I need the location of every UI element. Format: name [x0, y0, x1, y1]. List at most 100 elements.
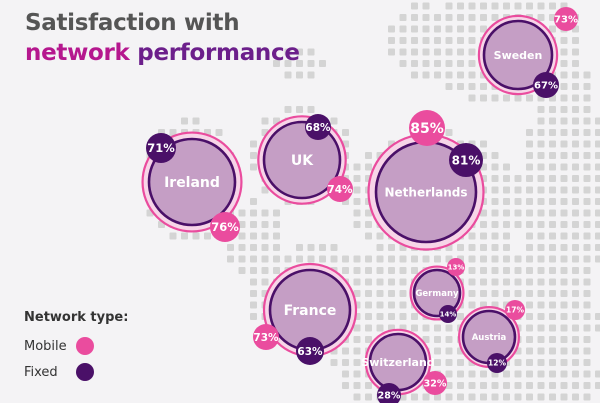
map-dot [399, 301, 407, 309]
map-dot [457, 60, 464, 67]
map-dot [572, 117, 579, 125]
map-dot [583, 186, 591, 194]
map-dot [595, 370, 600, 378]
map-dot [365, 393, 372, 401]
map-dot [595, 255, 600, 263]
map-dot [399, 14, 407, 21]
map-dot [560, 347, 568, 355]
map-dot [572, 48, 579, 56]
map-dot [526, 278, 533, 286]
map-dot [261, 186, 269, 194]
map-dot [537, 209, 545, 217]
map-dot [572, 278, 579, 286]
map-dot [169, 129, 177, 136]
map-dot [572, 60, 579, 67]
map-dot [468, 255, 476, 263]
map-dot [250, 232, 257, 240]
map-dot [399, 267, 407, 274]
map-dot [503, 278, 510, 286]
map-dot [330, 117, 338, 125]
map-dot [480, 267, 487, 274]
map-dot [537, 140, 545, 148]
map-dot [353, 267, 361, 274]
map-dot [537, 152, 545, 159]
map-dot [468, 382, 476, 389]
map-dot [583, 221, 591, 228]
map-dot [560, 232, 568, 240]
map-dot [560, 60, 568, 67]
map-dot [526, 393, 533, 401]
map-dot [319, 60, 326, 67]
map-dot [480, 278, 487, 286]
map-dot [468, 60, 476, 67]
map-dot [491, 221, 499, 228]
map-dot [480, 370, 487, 378]
map-dot [296, 60, 303, 67]
netherlands-fixed-label: 81% [452, 153, 481, 167]
map-dot [468, 278, 476, 286]
map-dot [503, 175, 510, 182]
map-dot [399, 48, 407, 56]
map-dot [480, 209, 487, 217]
map-dot [549, 370, 556, 378]
map-dot [526, 198, 533, 205]
map-dot [388, 244, 395, 251]
map-dot [399, 25, 407, 33]
map-dot [526, 186, 533, 194]
country-bubbles: Sweden 73% 67% Ireland 76% 71% UK 74% 68% Netherl… [141, 7, 578, 403]
map-dot [572, 71, 579, 79]
map-dot [411, 393, 418, 401]
map-dot [353, 382, 361, 389]
map-dot [583, 129, 591, 136]
map-dot [353, 163, 361, 171]
map-dot [572, 152, 579, 159]
map-dot [399, 60, 407, 67]
map-dot [491, 255, 499, 263]
map-dot [572, 221, 579, 228]
map-dot [434, 71, 441, 79]
map-dot [503, 2, 510, 10]
map-dot [503, 382, 510, 389]
map-dot [434, 60, 441, 67]
map-dot [491, 186, 499, 194]
map-dot [560, 370, 568, 378]
map-dot [491, 290, 499, 297]
map-dot [572, 94, 579, 102]
ireland-fixed-ring [147, 137, 237, 227]
germany-fixed-label: 14% [440, 311, 457, 319]
map-dot [307, 60, 315, 67]
map-dot [284, 255, 292, 263]
map-dot [388, 301, 395, 309]
map-dot [307, 71, 315, 79]
map-dot [238, 244, 246, 251]
map-dot [572, 301, 579, 309]
map-dot [560, 175, 568, 182]
map-dot [491, 209, 499, 217]
map-dot [261, 267, 269, 274]
map-dot [261, 117, 269, 125]
netherlands-mobile-label: 85% [410, 121, 444, 137]
map-dot [526, 336, 533, 343]
map-dot [261, 232, 269, 240]
map-dot [491, 278, 499, 286]
map-dot [560, 393, 568, 401]
map-dot [261, 221, 269, 228]
france-fixed-badge [296, 337, 324, 365]
map-dot [296, 48, 303, 56]
map-dot [411, 255, 418, 263]
germany-fixed-badge [439, 305, 457, 323]
map-dot [250, 255, 257, 263]
map-dot [514, 209, 522, 217]
map-dot [468, 244, 476, 251]
map-dot [572, 175, 579, 182]
map-dot [307, 106, 315, 113]
map-dot [514, 290, 522, 297]
map-dot [468, 301, 476, 309]
map-dot [560, 382, 568, 389]
map-dot [560, 198, 568, 205]
map-dot [514, 175, 522, 182]
map-dot [422, 71, 430, 79]
map-dot [388, 255, 395, 263]
map-dot [480, 2, 487, 10]
